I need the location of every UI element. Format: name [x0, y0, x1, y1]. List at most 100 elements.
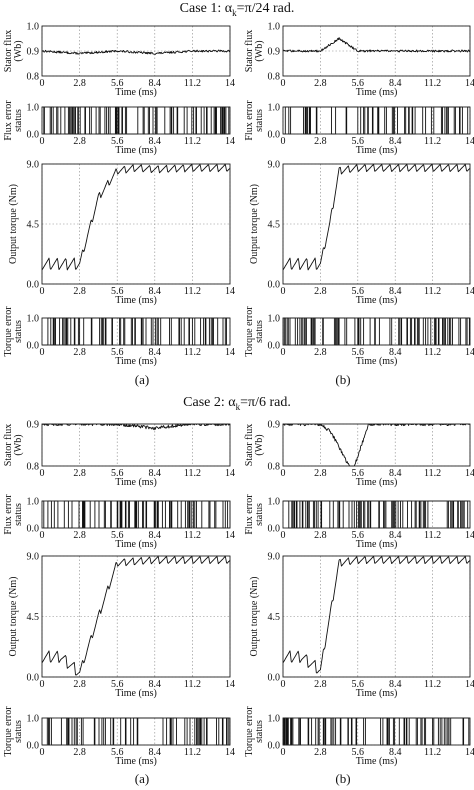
- y-axis-label-line: (Wb): [13, 434, 24, 455]
- x-tick-label: 14: [225, 347, 235, 358]
- subplot-10: 0.0 4.5 9.0 0 2.8 5.6 8.4 11.2 14 Time (ms) Output…: [8, 552, 235, 700]
- y-tick-label: 4.5: [268, 220, 281, 231]
- subplot-13: 0.0 1.0 0 2.8 5.6 8.4 11.2 14 Time (ms) Flux erro…: [244, 494, 474, 550]
- y-tick-label: 0.0: [268, 673, 281, 684]
- y-tick-label: 0.0: [27, 741, 40, 752]
- case-title-subscript: k: [232, 7, 237, 18]
- x-axis-label: Time (ms): [356, 295, 398, 306]
- y-axis-label-line: Torque error: [244, 706, 255, 757]
- y-tick-label: 0.8: [27, 72, 40, 83]
- y-axis-label: Flux errorstatus: [244, 494, 265, 535]
- case-title-suffix: =π/24 rad.: [236, 1, 295, 16]
- y-tick-label: 1.0: [268, 497, 281, 508]
- x-tick-label: 2.8: [73, 286, 86, 297]
- series-line: [41, 423, 231, 431]
- x-tick-label: 2.8: [73, 530, 86, 541]
- x-tick-label: 2.8: [73, 136, 86, 147]
- subplot-9: 0.0 1.0 0 2.8 5.6 8.4 11.2 14 Time (ms) Flux erro…: [3, 494, 235, 550]
- caption-case1-b: (b): [335, 372, 351, 387]
- x-axis-label: Time (ms): [356, 477, 398, 488]
- x-tick-label: 2.8: [73, 78, 86, 89]
- y-axis-label-line: Stator flux: [244, 30, 255, 73]
- y-axis-label-line: Torque error: [3, 306, 14, 357]
- y-axis-label-line: status: [13, 503, 24, 526]
- x-tick-label: 8.4: [149, 136, 162, 147]
- x-axis-label: Time (ms): [115, 477, 157, 488]
- x-tick-label: 5.6: [111, 78, 124, 89]
- x-axis-label: Time (ms): [356, 356, 398, 367]
- plot-frame: [282, 317, 471, 346]
- case-title-suffix: =π/6 rad.: [240, 395, 291, 410]
- series-line: [282, 163, 471, 271]
- x-tick-label: 5.6: [352, 530, 365, 541]
- plot-frame: [282, 717, 471, 746]
- x-tick-label: 8.4: [149, 468, 162, 479]
- x-tick-label: 2.8: [314, 347, 327, 358]
- y-axis-label-line: status: [254, 320, 265, 343]
- series-line: [283, 423, 471, 467]
- subplot-0: 0.8 0.9 1.0 0 2.8 5.6 8.4 11.2 14 Time (ms) Stator…: [3, 22, 235, 99]
- x-tick-label: 5.6: [352, 347, 365, 358]
- subplot-1: 0.0 1.0 0 2.8 5.6 8.4 11.2 14 Time (ms) Flux erro…: [3, 100, 235, 156]
- caption-case2-b: (b): [335, 771, 351, 786]
- y-axis-label-line: Torque error: [3, 706, 14, 757]
- x-tick-label: 8.4: [149, 530, 162, 541]
- y-axis-label: Stator flux(Wb): [3, 424, 24, 467]
- x-tick-label: 11.2: [424, 136, 441, 147]
- y-axis-label-line: status: [254, 503, 265, 526]
- x-tick-label: 5.6: [111, 136, 124, 147]
- x-tick-label: 14: [225, 530, 235, 541]
- series-line: [41, 163, 231, 271]
- x-tick-label: 11.2: [424, 286, 441, 297]
- y-axis-label-line: status: [254, 109, 265, 132]
- subplot-6: 0.0 4.5 9.0 0 2.8 5.6 8.4 11.2 14 Time (ms) Output…: [249, 160, 474, 307]
- y-axis-label-line: status: [254, 720, 265, 743]
- x-axis-label: Time (ms): [115, 356, 157, 367]
- x-axis-label: Time (ms): [115, 688, 157, 699]
- y-tick-label: 4.5: [268, 612, 281, 623]
- x-tick-label: 0: [40, 679, 45, 690]
- x-tick-label: 14: [225, 747, 235, 758]
- x-axis-label: Time (ms): [356, 756, 398, 767]
- x-tick-label: 2.8: [73, 747, 86, 758]
- plot-frame: [282, 555, 471, 678]
- y-tick-label: 0.9: [27, 47, 40, 58]
- x-tick-label: 11.2: [184, 747, 201, 758]
- x-tick-label: 14: [465, 679, 474, 690]
- y-tick-label: 1.0: [27, 103, 40, 114]
- x-tick-label: 8.4: [389, 136, 402, 147]
- x-tick-label: 0: [40, 286, 45, 297]
- y-tick-label: 1.0: [268, 22, 281, 33]
- x-tick-label: 11.2: [184, 286, 201, 297]
- x-tick-label: 11.2: [424, 530, 441, 541]
- plot-frame: [282, 106, 471, 135]
- x-tick-label: 14: [465, 468, 474, 479]
- y-axis-label-line: (Wb): [254, 40, 265, 61]
- x-tick-label: 2.8: [73, 347, 86, 358]
- plot-frame: [282, 25, 471, 77]
- x-tick-label: 0: [281, 530, 286, 541]
- y-axis-label: Torque errorstatus: [3, 706, 24, 757]
- x-tick-label: 11.2: [424, 347, 441, 358]
- plot-frame: [41, 106, 231, 135]
- x-tick-label: 2.8: [314, 679, 327, 690]
- plot-frame: [41, 717, 231, 746]
- x-axis-label: Time (ms): [115, 87, 157, 98]
- plot-frame: [282, 163, 471, 285]
- x-axis-label: Time (ms): [356, 87, 398, 98]
- x-tick-label: 2.8: [314, 468, 327, 479]
- subplot-4: 0.8 0.9 1.0 0 2.8 5.6 8.4 11.2 14 Time (ms) Stator…: [244, 22, 474, 99]
- y-tick-label: 0.0: [27, 130, 40, 141]
- y-axis-label: Flux errorstatus: [3, 100, 24, 141]
- y-tick-label: 0.0: [268, 741, 281, 752]
- x-tick-label: 11.2: [424, 78, 441, 89]
- plot-frame: [282, 500, 471, 529]
- y-tick-label: 0.0: [27, 673, 40, 684]
- y-tick-label: 0.0: [27, 280, 40, 291]
- x-tick-label: 8.4: [149, 78, 162, 89]
- x-tick-label: 2.8: [314, 747, 327, 758]
- x-tick-label: 14: [465, 530, 474, 541]
- x-tick-label: 5.6: [111, 468, 124, 479]
- x-tick-label: 14: [225, 468, 235, 479]
